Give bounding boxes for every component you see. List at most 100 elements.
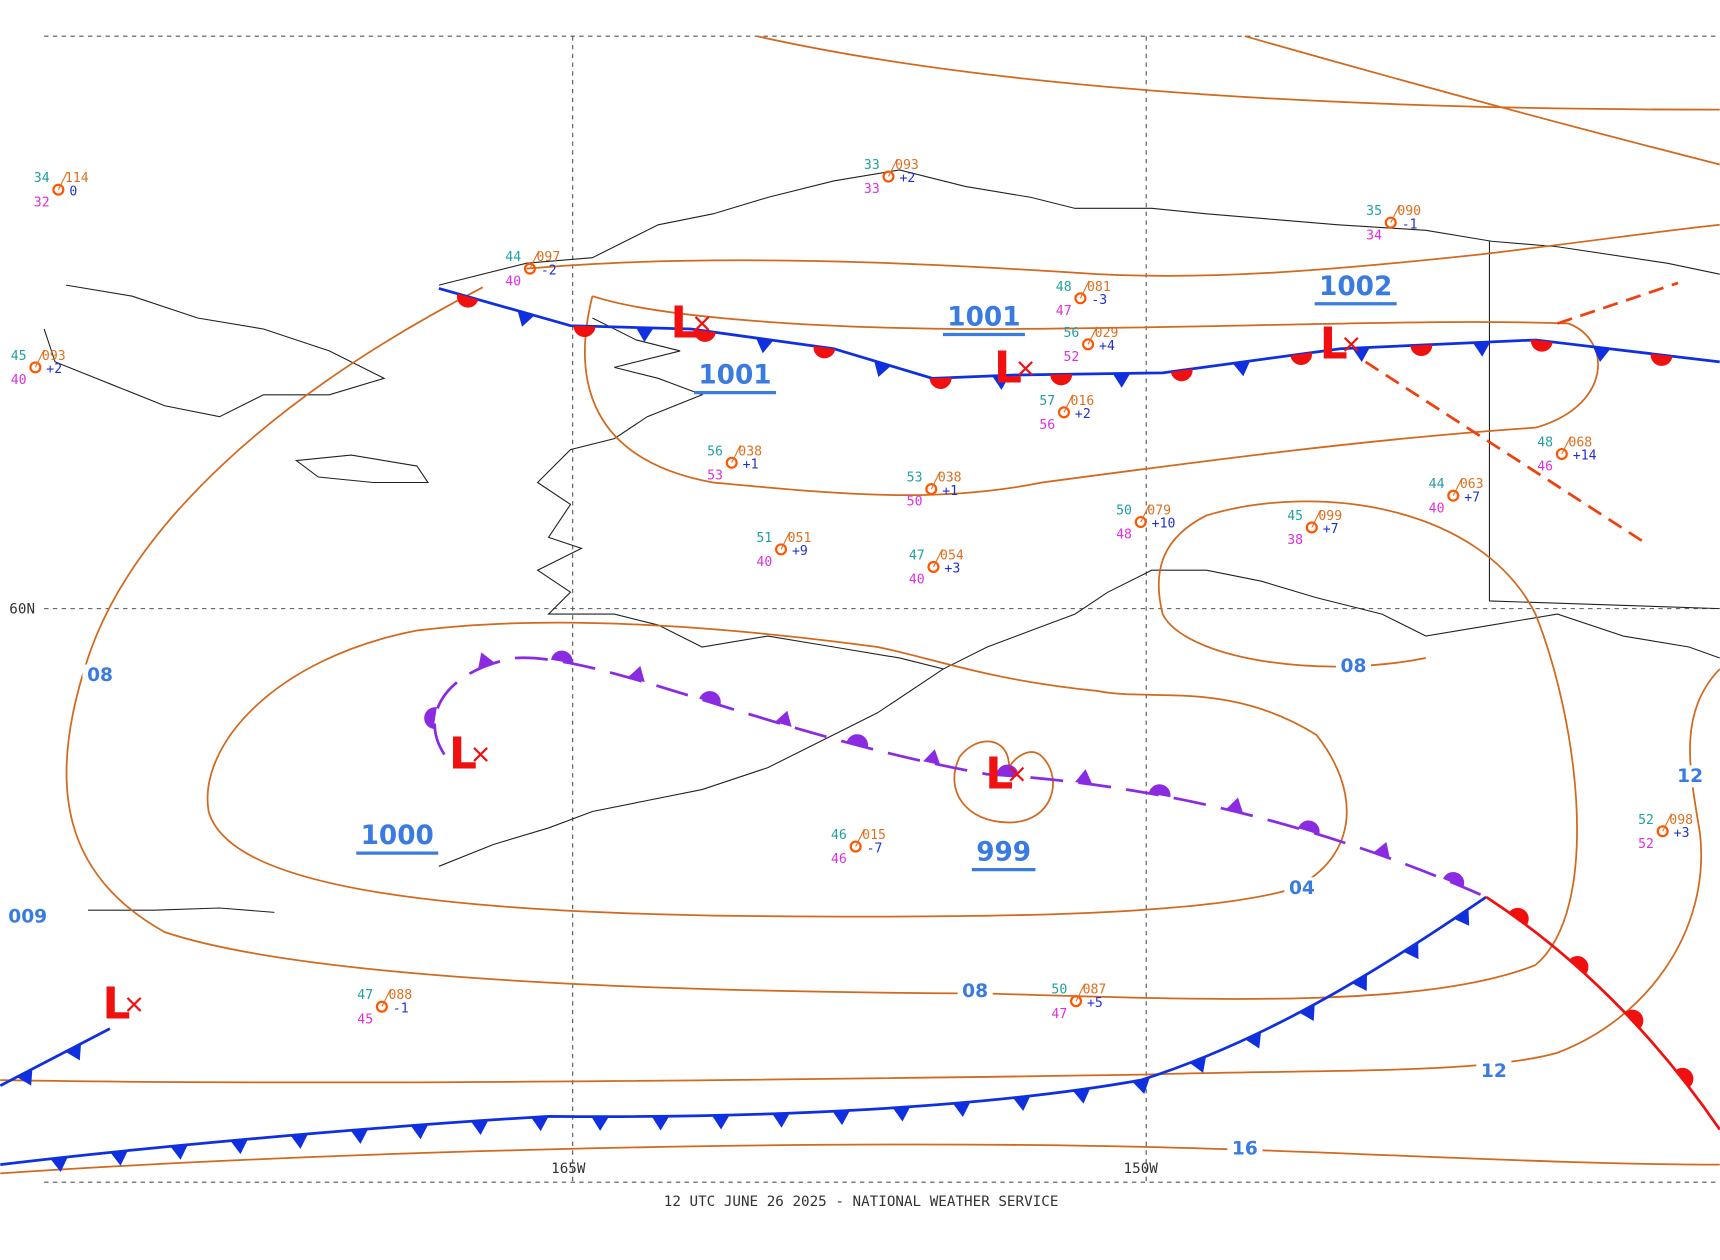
station: 57 016 56 +2	[1039, 394, 1094, 433]
grid-label: 150W	[1124, 1161, 1159, 1177]
station: 51 051 40 +9	[756, 531, 811, 570]
front-symbol	[456, 293, 479, 308]
dewpoint: 40	[11, 373, 27, 388]
station-circle	[375, 1000, 388, 1013]
front-symbol	[846, 734, 869, 748]
temperature: 44	[1429, 477, 1445, 492]
station-circle	[1082, 338, 1095, 351]
front-symbol	[651, 1116, 670, 1131]
isobar-label: 08	[87, 665, 113, 686]
semicircle	[424, 707, 437, 729]
triangle	[170, 1144, 188, 1160]
station-circle	[882, 170, 895, 183]
station-circle	[725, 456, 738, 469]
pressure-center: 1000	[361, 821, 434, 851]
triangle	[410, 1124, 429, 1140]
pressure: 093	[895, 158, 919, 173]
tendency: +2	[46, 362, 62, 377]
dewpoint: 45	[357, 1012, 373, 1027]
dewpoint: 52	[1638, 837, 1654, 852]
tendency: +3	[1674, 826, 1690, 841]
front-symbol	[636, 327, 654, 342]
front-symbol	[350, 1128, 369, 1144]
triangle	[230, 1139, 248, 1155]
low-center: L	[449, 729, 477, 780]
front-symbol	[832, 1110, 851, 1126]
isobar	[756, 35, 1720, 111]
trough	[1364, 281, 1679, 544]
temperature: 33	[864, 158, 880, 173]
grid-label: 60N	[9, 602, 35, 618]
dewpoint: 38	[1287, 533, 1303, 548]
low-center: L	[103, 979, 131, 1030]
temperature: 56	[1063, 326, 1079, 341]
front-symbol	[65, 1043, 82, 1061]
triangle	[923, 749, 941, 766]
station-circle	[52, 183, 65, 196]
triangle	[1351, 974, 1368, 991]
front-symbol	[1132, 1078, 1150, 1094]
pressure: 015	[862, 828, 886, 843]
station-circle	[1384, 216, 1397, 229]
dewpoint: 52	[1063, 350, 1079, 365]
front-symbol	[1675, 1067, 1694, 1088]
front-symbol	[952, 1101, 971, 1117]
pressure-center: 1001	[698, 361, 771, 391]
front-symbol	[1351, 974, 1368, 991]
tendency: +7	[1464, 490, 1480, 505]
triangle	[952, 1101, 971, 1117]
front-symbol	[50, 1156, 68, 1173]
low-cross	[1009, 766, 1025, 782]
low-cross	[1343, 336, 1359, 352]
triangle	[1592, 346, 1611, 362]
tendency: +4	[1099, 339, 1115, 354]
isobar	[584, 295, 1599, 497]
label-bg	[1476, 1060, 1512, 1083]
front-symbol	[230, 1139, 248, 1155]
cold-front	[0, 895, 1487, 1166]
pressure: 068	[1568, 436, 1592, 451]
pressure: 081	[1087, 280, 1111, 295]
label-bg	[1672, 765, 1708, 788]
front-symbol	[424, 707, 437, 729]
station-circle	[1656, 825, 1669, 838]
label-bg	[1335, 655, 1372, 678]
dewpoint: 40	[1429, 501, 1445, 516]
semicircle	[1675, 1067, 1694, 1088]
front-symbol	[1232, 360, 1251, 377]
semicircle	[1410, 344, 1433, 357]
border	[1488, 241, 1720, 610]
triangle	[1245, 1031, 1262, 1049]
peninsula	[438, 668, 944, 867]
front-symbol	[874, 360, 891, 378]
triangle	[1075, 769, 1093, 785]
semicircle	[456, 293, 479, 308]
label-bg	[957, 980, 993, 1003]
pressure: 090	[1397, 204, 1421, 219]
front-symbol	[551, 650, 573, 664]
pressure: 054	[940, 548, 964, 563]
front-symbol	[1299, 1004, 1315, 1021]
front-symbol	[1530, 339, 1553, 352]
low-center: L	[1320, 319, 1348, 370]
isobar	[65, 286, 1578, 1000]
triangle	[992, 375, 1010, 390]
front-symbol	[1189, 1056, 1207, 1073]
temperature: 51	[756, 531, 772, 546]
pressure-center: 999	[976, 838, 1031, 868]
front-symbol	[1245, 1031, 1262, 1049]
tendency: -1	[1402, 217, 1418, 232]
triangle	[874, 360, 891, 378]
front-symbol	[929, 377, 952, 389]
wind-barb	[381, 988, 392, 1007]
tendency: +2	[1075, 407, 1091, 422]
wind-barb	[1662, 813, 1672, 832]
triangle	[110, 1150, 128, 1166]
low-center: L	[985, 748, 1013, 799]
tendency: +7	[1323, 522, 1339, 537]
triangle	[1189, 1056, 1207, 1073]
front-symbol	[1443, 872, 1465, 888]
wind-barb	[1561, 436, 1572, 455]
pressure: 114	[65, 171, 89, 186]
